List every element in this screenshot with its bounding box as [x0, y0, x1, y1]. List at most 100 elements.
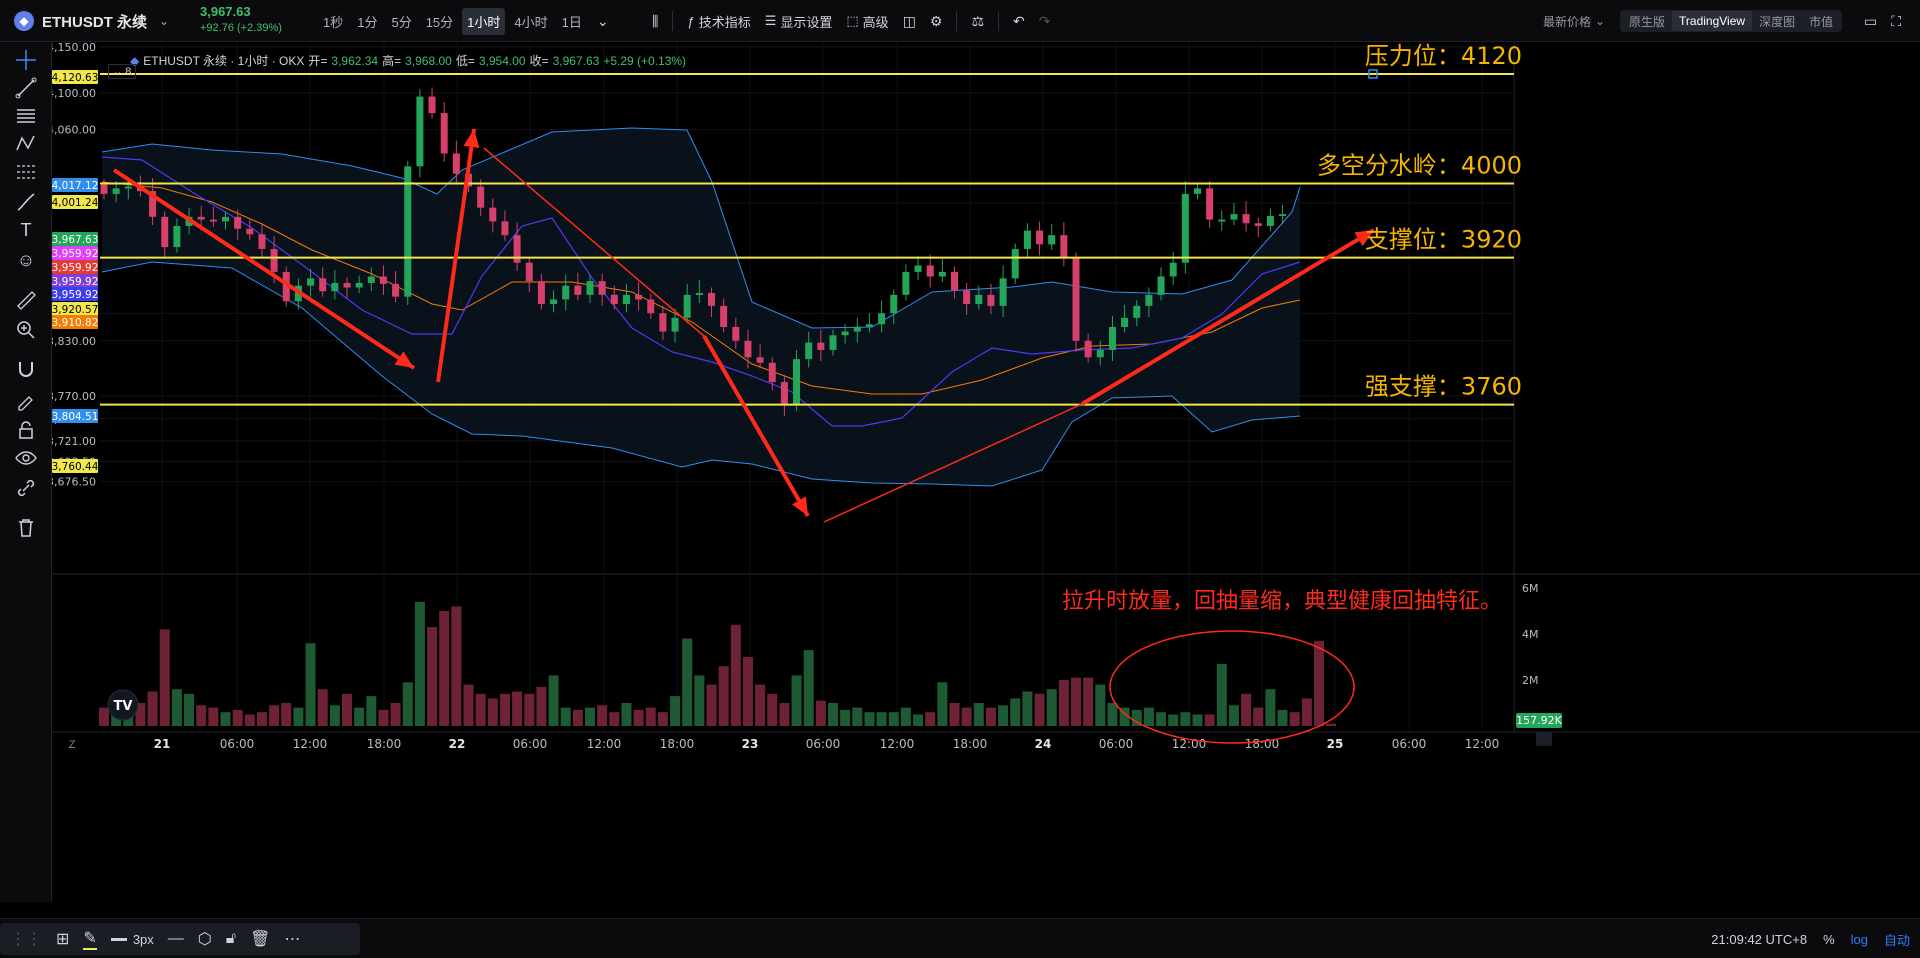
symbol-selector[interactable]: ◆ ETHUSDT 永续 ⌄ [14, 0, 169, 42]
candle-body [963, 290, 971, 305]
timeframe-1s[interactable]: 1秒 [323, 14, 344, 30]
chart-canvas[interactable]: 4,150.004,100.004,060.003,980.003,860.00… [52, 42, 1920, 902]
volume-bar [925, 712, 936, 726]
eye-icon[interactable] [12, 444, 40, 472]
drag-handle-icon[interactable]: ⋮⋮ [10, 931, 42, 948]
volume-bar [864, 712, 875, 726]
volume-bar [475, 693, 486, 726]
link-icon[interactable] [12, 474, 40, 502]
volume-bar [1265, 689, 1276, 726]
timeframe-more-chevron-icon[interactable]: ⌄ [596, 12, 609, 29]
volume-bar [670, 696, 681, 726]
log-toggle[interactable]: log [1850, 931, 1868, 947]
price-type-select[interactable]: 最新价格 ⌄ [1543, 0, 1605, 42]
timeframe-4h[interactable]: 4小时 [514, 14, 548, 30]
expand-icon[interactable]: ⛶ [1891, 12, 1902, 29]
price-type-label: 最新价格 [1543, 14, 1592, 29]
draw-lock-icon[interactable] [12, 386, 40, 414]
candle-body [367, 276, 375, 283]
volume-bar [536, 686, 547, 726]
gear-icon[interactable]: ⚙ [929, 12, 943, 29]
up-arrow-2 [1080, 228, 1376, 406]
magnet-icon[interactable] [12, 356, 40, 384]
indicators-button[interactable]: ƒ 技术指标 [687, 12, 750, 31]
price-tag-label: 4,120.63 [52, 72, 98, 84]
emoji-icon[interactable]: ☺ [16, 249, 36, 270]
trendline-icon[interactable] [12, 74, 40, 102]
candle-body [173, 226, 181, 248]
fib-lines-icon[interactable] [12, 102, 40, 130]
view-native[interactable]: 原生版 [1629, 14, 1666, 29]
view-marketcap[interactable]: 市值 [1809, 14, 1834, 29]
auto-toggle[interactable]: 自动 [1883, 932, 1910, 948]
legend-close: 3,967.63 [552, 53, 600, 68]
timeframe-1m[interactable]: 1分 [357, 14, 378, 30]
timeframe-1h[interactable]: 1小时 [462, 7, 506, 35]
zoom-in-icon[interactable] [12, 316, 40, 344]
pattern-icon[interactable] [12, 130, 40, 158]
more-icon[interactable]: ⋯ [284, 931, 301, 948]
volume-bar [1277, 709, 1288, 726]
projection-icon[interactable] [12, 158, 40, 186]
price-tag [52, 232, 98, 246]
legend-high: 3,968.00 [405, 53, 452, 68]
volume-bar [402, 682, 413, 726]
chart-area[interactable]: 4,150.004,100.004,060.003,980.003,860.00… [52, 42, 1920, 902]
volume-bar [1131, 709, 1142, 726]
lock-icon[interactable] [12, 416, 40, 444]
timeframe-15m[interactable]: 15分 [425, 14, 454, 30]
candle-body [610, 294, 618, 305]
undo-icon[interactable]: ↶ [1013, 12, 1025, 29]
settings-hexagon-icon[interactable]: ⬡ [197, 931, 212, 948]
display-settings-button[interactable]: ☰ 显示设置 [765, 12, 833, 31]
timeframe-1d[interactable]: 1日 [561, 14, 582, 30]
layout-grid-icon[interactable]: ⊞ [56, 931, 70, 948]
view-tradingview[interactable]: TradingView [1672, 11, 1753, 31]
stroke-width-select[interactable]: 3px [110, 932, 154, 947]
view-depth[interactable]: 深度图 [1759, 14, 1796, 29]
volume-bar [682, 638, 693, 726]
crosshair-icon[interactable] [12, 46, 40, 74]
line-style-icon[interactable]: — [167, 930, 184, 947]
unlock-icon[interactable]: 🔓︎ [225, 930, 237, 947]
price-tag [52, 178, 98, 192]
trash-icon[interactable] [12, 514, 40, 542]
ruler-icon[interactable] [12, 286, 40, 314]
time-tick-label: 18:00 [660, 737, 695, 751]
candle-body [951, 271, 958, 291]
candle-body [222, 216, 229, 222]
volume-bar [366, 696, 377, 726]
time-tick-label: 24 [1035, 737, 1052, 751]
indicators-icon: ƒ [687, 13, 695, 29]
advanced-icon: ⬚ [846, 13, 859, 28]
down-arrow-2 [702, 334, 810, 518]
pen-icon[interactable]: ✎ [83, 928, 97, 950]
volume-bar [609, 712, 620, 726]
candle-body [452, 153, 460, 174]
snapshot-icon[interactable]: ◫ [902, 12, 916, 29]
volume-bar [645, 707, 656, 726]
indicator-collapse-button[interactable]: ⌄ 8 [108, 64, 137, 79]
volume-bar [512, 691, 523, 726]
volume-bar [439, 611, 450, 726]
fullscreen-icon[interactable]: ▭ [1864, 12, 1878, 29]
candle-body [1023, 230, 1031, 249]
bollinger-bands [101, 127, 1301, 487]
price-tags: 4,120.63 4,017.12 4,001.24 3,967.63 3,959.92… [52, 70, 99, 473]
volume-bar [1058, 680, 1069, 726]
candle-type-icon[interactable]: ⫼ [652, 12, 659, 29]
scale-icon[interactable]: ⚖ [971, 12, 985, 29]
candle-body [501, 221, 509, 236]
timeframe-5m[interactable]: 5分 [391, 14, 412, 30]
redo-icon[interactable]: ↷ [1038, 12, 1051, 29]
delete-icon[interactable]: 🗑︎ [250, 931, 271, 948]
candle-body [878, 313, 886, 325]
price-tag [52, 459, 98, 473]
volume-bar [342, 693, 352, 726]
list-icon: ☰ [764, 13, 777, 28]
brush-icon[interactable] [12, 188, 40, 216]
trend-arrows [112, 128, 1376, 523]
percent-toggle[interactable]: % [1823, 931, 1835, 947]
text-tool-icon[interactable]: T [20, 219, 32, 240]
advanced-button[interactable]: ⬚ 高级 [846, 12, 888, 31]
